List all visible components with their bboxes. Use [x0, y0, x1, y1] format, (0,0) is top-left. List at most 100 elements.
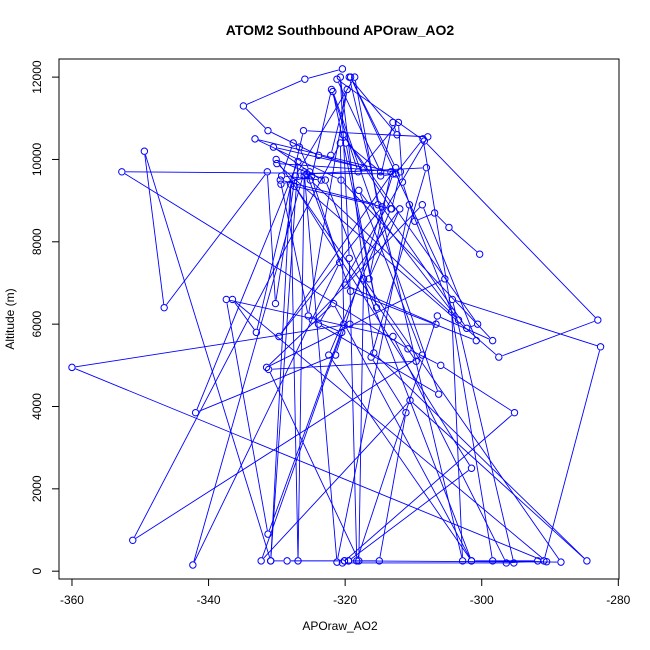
- data-point: [264, 530, 272, 538]
- data-point: [277, 172, 286, 180]
- data-point: [276, 176, 284, 184]
- series-segment: [256, 134, 304, 329]
- series-segment: [376, 355, 585, 559]
- series-segment: [348, 262, 358, 558]
- data-point: [473, 320, 482, 328]
- data-point: [269, 143, 278, 151]
- data-point: [346, 73, 355, 81]
- data-point: [458, 557, 467, 565]
- series-segment: [340, 80, 374, 350]
- data-point: [283, 557, 291, 565]
- series-segment: [269, 372, 358, 558]
- data-point: [365, 275, 373, 283]
- data-point: [389, 118, 397, 127]
- series-segment: [315, 321, 339, 332]
- data-point: [300, 172, 308, 180]
- data-point: [321, 176, 330, 184]
- series-segment: [263, 402, 408, 559]
- data-point: [419, 135, 427, 143]
- series-segment: [271, 131, 316, 155]
- series-segment: [308, 69, 339, 79]
- data-point: [252, 328, 261, 337]
- x-axis-label: APOraw_AO2: [302, 619, 378, 633]
- series-segment: [312, 93, 332, 173]
- y-tick-label: 10000: [30, 142, 44, 176]
- series-segment: [296, 189, 470, 466]
- series-segment: [370, 212, 399, 276]
- data-point: [345, 254, 353, 262]
- series-segment: [269, 280, 442, 367]
- data-point: [294, 557, 302, 565]
- series-segment: [339, 146, 345, 321]
- series-segment: [290, 187, 299, 558]
- data-point: [405, 201, 414, 209]
- data-point: [404, 345, 412, 353]
- data-point: [406, 396, 414, 405]
- series-segment: [245, 108, 266, 129]
- data-point: [118, 168, 126, 176]
- series-segment: [372, 360, 405, 410]
- data-point: [372, 303, 381, 312]
- data-point: [294, 157, 302, 166]
- data-point: [327, 85, 336, 94]
- series-segment: [272, 360, 413, 370]
- data-point: [433, 312, 442, 320]
- data-point: [488, 336, 497, 345]
- data-point: [418, 201, 427, 209]
- series-segment: [198, 356, 333, 412]
- y-tick-label: 2000: [30, 475, 44, 502]
- series-segment: [226, 303, 268, 531]
- series-segment: [418, 214, 432, 221]
- series-segment: [351, 470, 469, 559]
- series-segment: [357, 319, 437, 558]
- data-point: [264, 365, 273, 374]
- series-2: [277, 85, 484, 258]
- data-point: [495, 353, 503, 361]
- data-point: [272, 155, 280, 164]
- data-point: [340, 320, 348, 328]
- data-point: [338, 65, 347, 73]
- chart-title: ATOM2 Southbound APOraw_AO2: [226, 22, 455, 38]
- x-tick-label: -360: [60, 593, 84, 607]
- series-segment: [344, 414, 512, 561]
- data-point: [239, 102, 248, 110]
- series-segment: [270, 165, 299, 558]
- series-segment: [510, 560, 534, 564]
- data-point: [317, 176, 325, 184]
- data-point: [412, 357, 420, 365]
- series-segment: [394, 339, 506, 560]
- series-segment: [426, 143, 596, 318]
- data-point: [291, 172, 299, 180]
- series-segment: [144, 154, 165, 304]
- data-point: [160, 303, 168, 312]
- data-point: [341, 281, 349, 289]
- x-axis: -360 -340 -320 -300 -280: [60, 578, 631, 607]
- data-point: [273, 159, 281, 168]
- series-segment: [398, 126, 403, 179]
- series-segment: [196, 164, 298, 410]
- data-point: [447, 308, 456, 316]
- data-point: [502, 559, 511, 567]
- data-point: [340, 557, 349, 565]
- data-point: [420, 137, 429, 145]
- series-segment: [502, 320, 595, 357]
- data-point: [267, 557, 275, 565]
- data-point: [387, 168, 395, 176]
- x-tick-label: -280: [606, 593, 630, 607]
- series-segment: [360, 125, 397, 170]
- data-point: [336, 139, 345, 147]
- data-point: [376, 172, 385, 180]
- series-segment: [344, 137, 390, 206]
- series-segment: [297, 179, 305, 558]
- data-point: [335, 258, 344, 267]
- data-point: [488, 557, 497, 565]
- series-segment: [280, 183, 308, 313]
- data-point: [393, 131, 401, 139]
- data-point: [411, 217, 419, 225]
- data-point: [355, 186, 363, 195]
- data-point: [430, 209, 439, 217]
- data-point: [475, 250, 484, 258]
- data-point: [262, 363, 271, 372]
- series-segment: [134, 146, 340, 538]
